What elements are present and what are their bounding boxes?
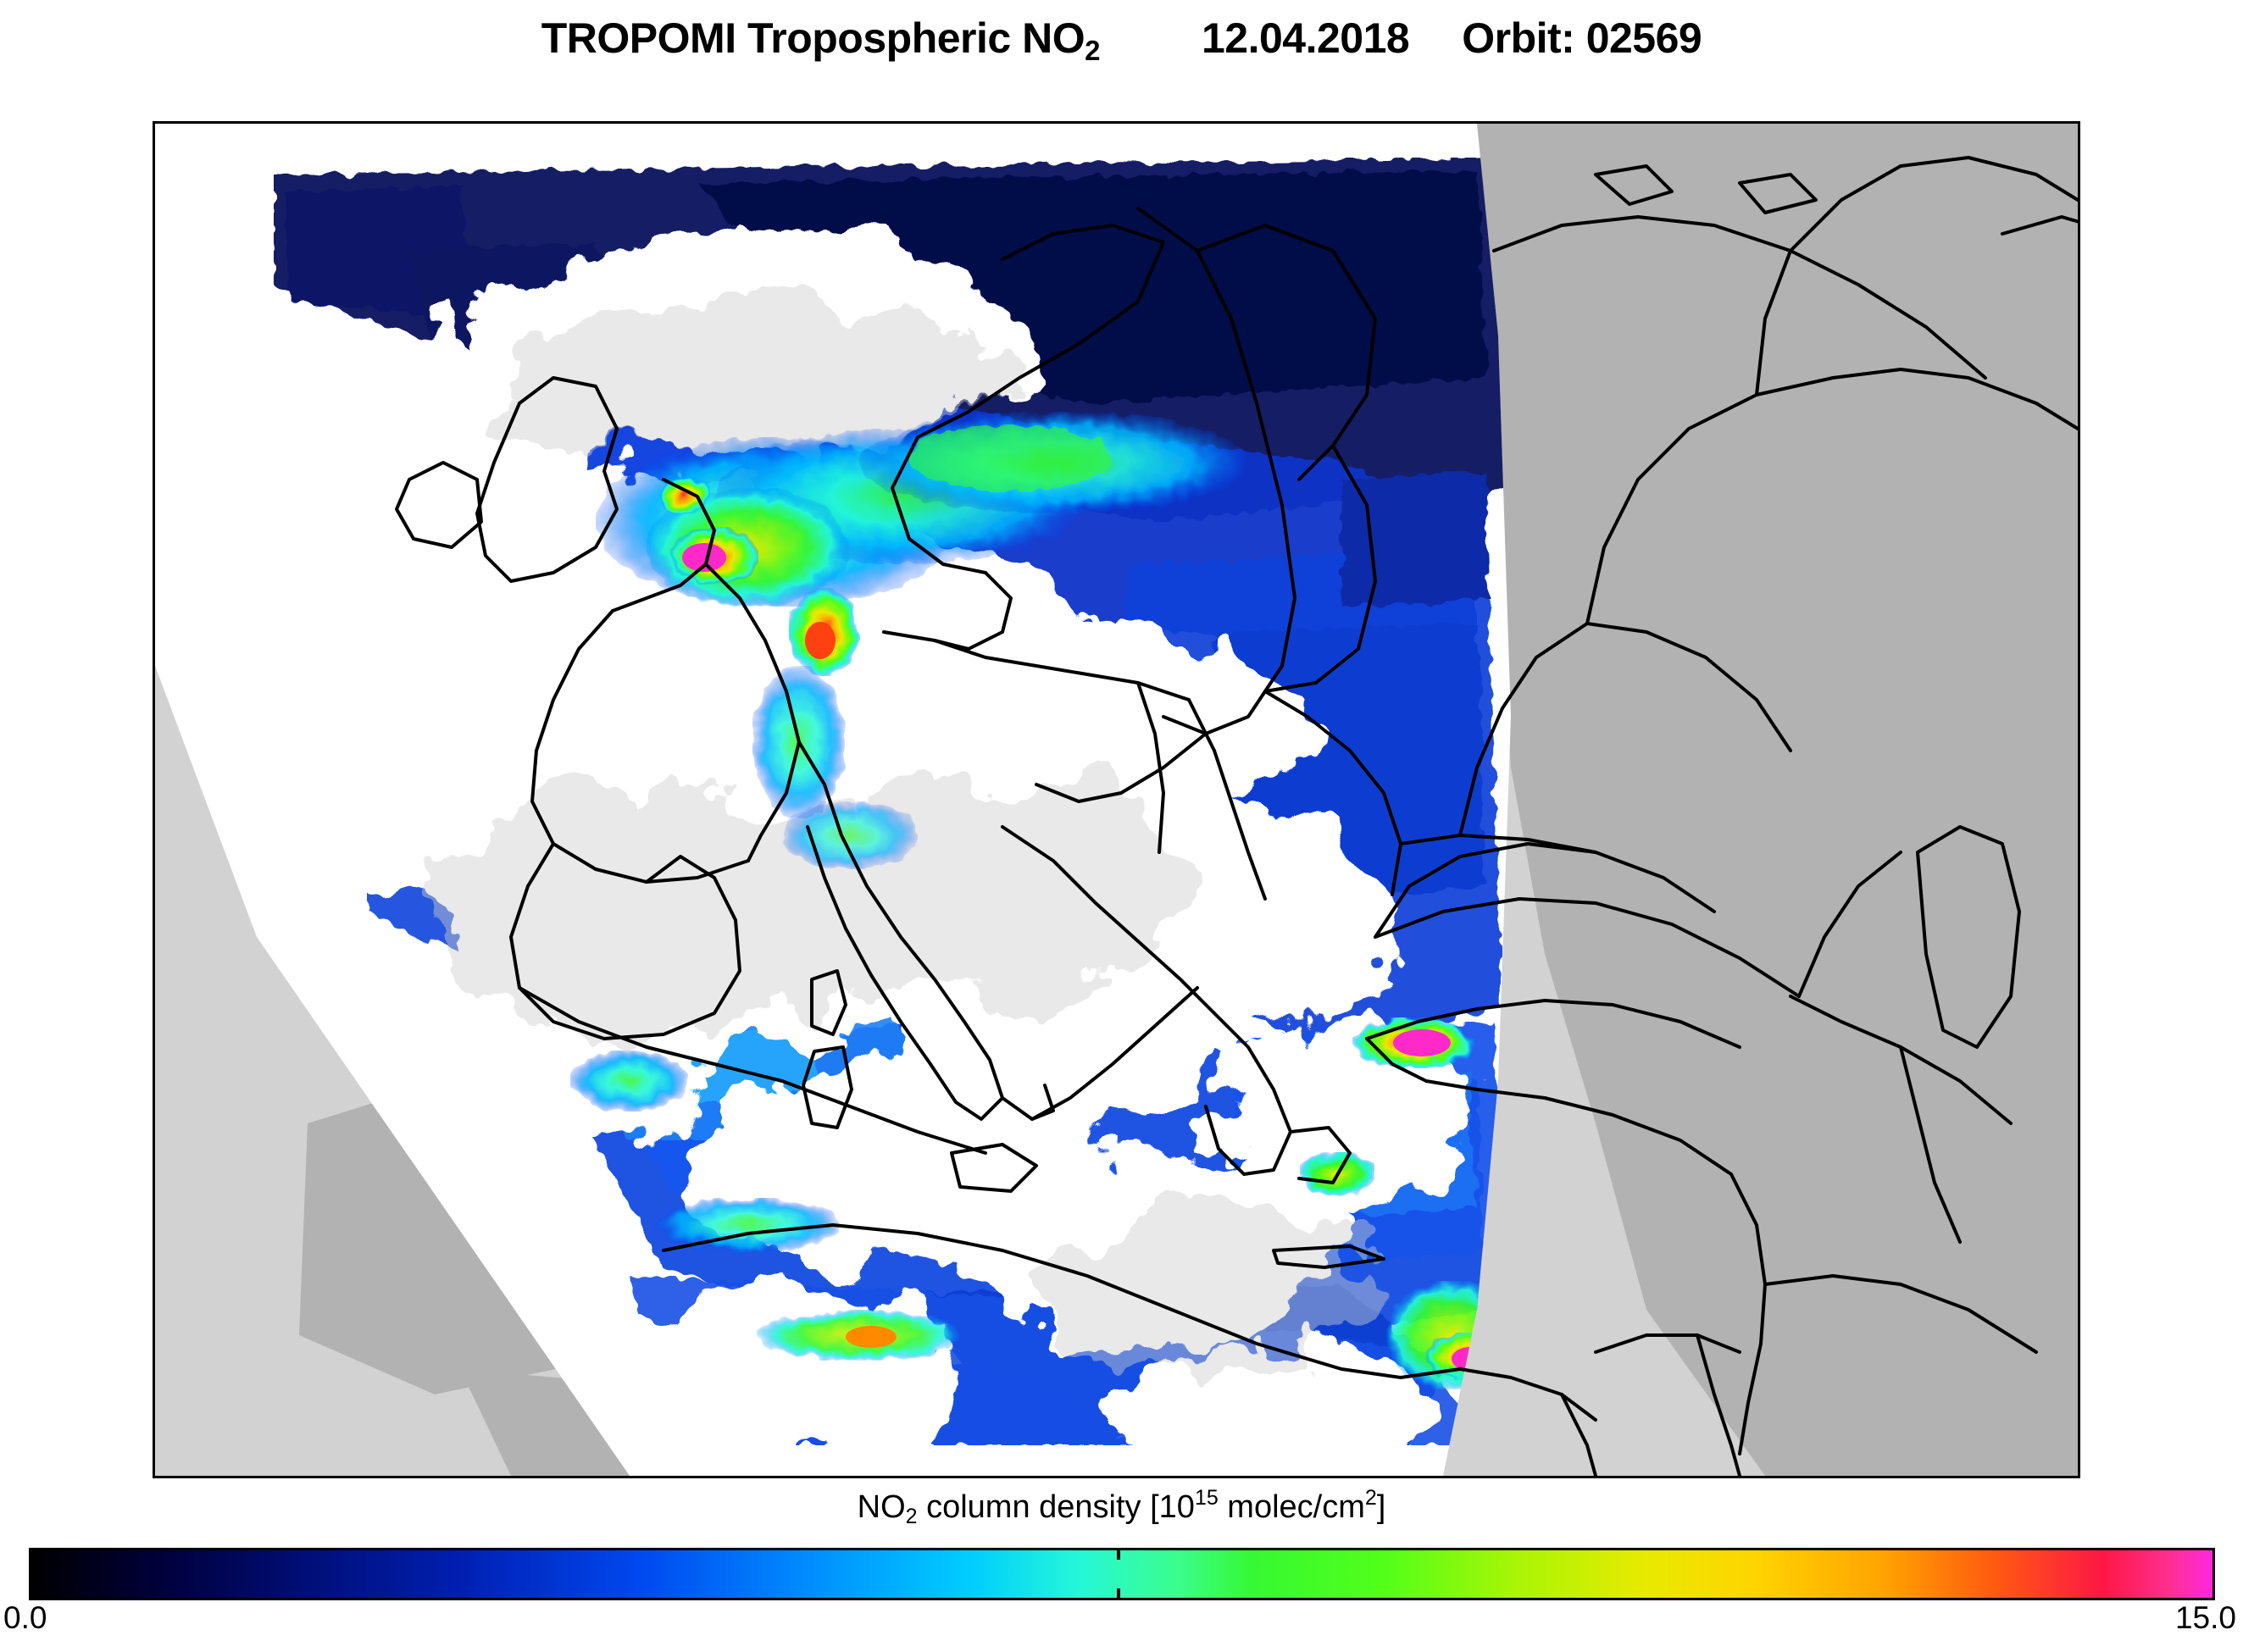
title-metadata-group: 12.04.2018 Orbit: 02569 [1202,14,1702,63]
hotspot-istanbul-peak [1393,1029,1451,1056]
colorbar-label-close: ] [1376,1489,1386,1525]
colorbar-min-label: 0.0 [3,1600,47,1635]
colorbar-max-label: 15.0 [2174,1600,2236,1635]
coastlines-and-borders [395,156,2078,1476]
colorbar-label-main: column density [10 [926,1489,1195,1525]
no2-satellite-map [155,124,2078,1476]
orbit-number: Orbit: 02569 [1462,14,1702,62]
colorbar-container [29,1548,2215,1600]
colorbar-exponent: 15 [1194,1486,1219,1510]
colorbar-gradient [29,1548,2215,1600]
colorbar-axis-label: NO2 column density [1015 molec/cm2] [0,1486,2243,1528]
figure-title-bar: TROPOMI Tropospheric NO2 12.04.2018 Orbi… [0,0,2243,76]
hotspot-barcelona [570,1051,689,1111]
colorbar-tick-mid-top [1117,1548,1120,1560]
colorbar-species: NO [857,1489,906,1525]
hotspot-ruhr-peak [682,543,726,572]
page-title: TROPOMI Tropospheric NO2 [541,14,1101,66]
acquisition-date: 12.04.2018 [1201,14,1410,62]
colorbar-units-exponent: 2 [1364,1486,1377,1510]
hotspot-randstad [659,478,710,515]
colorbar-tick-labels: 0.0 15.0 [0,1600,2243,1651]
page-title-main: TROPOMI Tropospheric NO [541,14,1085,62]
map-plot-frame [153,121,2080,1478]
page-title-subscript: 2 [1085,35,1100,66]
colorbar-tick-mid-bottom [1117,1588,1120,1600]
colorbar-units: molec/cm [1218,1489,1365,1525]
colorbar-species-subscript: 2 [905,1505,918,1528]
